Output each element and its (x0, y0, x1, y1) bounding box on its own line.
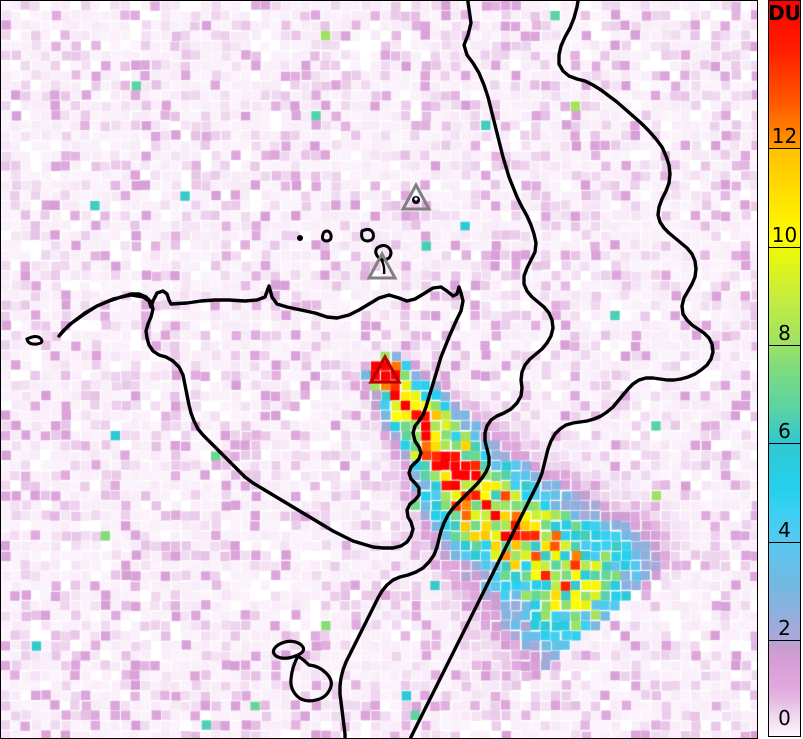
coastline-malta (289, 653, 333, 703)
colorbar-tick-label: 4 (778, 518, 791, 542)
colorbar-tick-label: 12 (771, 124, 798, 148)
coastline-island-salina (360, 227, 375, 243)
volcano-marker-vulcano[interactable] (366, 250, 398, 280)
colorbar-tick-label: 0 (778, 706, 791, 730)
coastline-island-egadi (25, 335, 44, 346)
coastline-calabria-east (408, 1, 715, 738)
colorbar-tick-line (768, 542, 801, 543)
colorbar-tick-line (768, 345, 801, 346)
volcano-marker-etna[interactable] (368, 353, 402, 384)
colorbar-panel: DU 0 2 4 6 8 10 12 (768, 0, 803, 739)
colorbar-gradient (768, 0, 801, 737)
colorbar-tick-line (768, 148, 801, 149)
coastline-island-lipari (374, 244, 393, 262)
colorbar-tick-label: 10 (771, 223, 798, 247)
colorbar-tick-line (768, 640, 801, 641)
coastline-sicily (57, 284, 465, 550)
coastline-calabria-west (338, 1, 555, 738)
volcano-marker-stromboli[interactable] (400, 181, 432, 211)
vector-overlay-layer (25, 1, 715, 738)
colorbar-tick-line (768, 247, 801, 248)
coastline-island-filicudi (320, 229, 333, 243)
colorbar-unit-label: DU (768, 1, 801, 25)
colorbar-tick-label: 6 (778, 419, 791, 443)
map-panel (0, 0, 758, 739)
colorbar-tick-label: 2 (778, 616, 791, 640)
colorbar-tick-line (768, 443, 801, 444)
colorbar-tick-label: 8 (778, 321, 791, 345)
coastline-island-alicudi (297, 235, 303, 241)
